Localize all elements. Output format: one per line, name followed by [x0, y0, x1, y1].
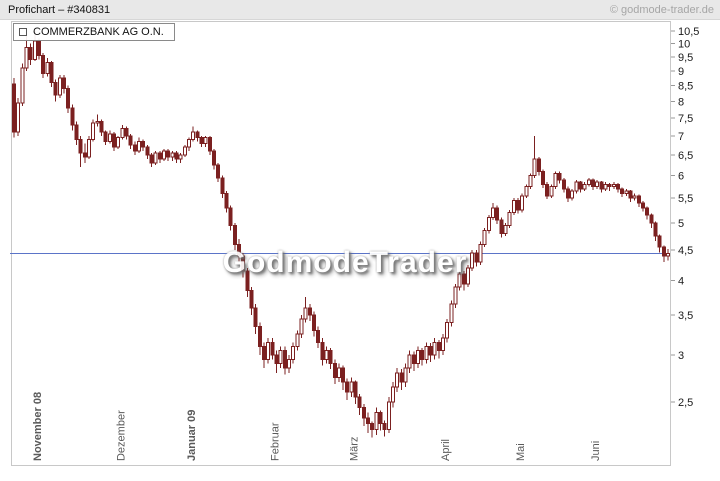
svg-text:Dezember: Dezember [115, 410, 127, 461]
series-label: COMMERZBANK AG O.N. [33, 26, 164, 38]
svg-text:9: 9 [678, 66, 684, 78]
plot-frame [11, 21, 671, 466]
svg-text:Januar 09: Januar 09 [186, 410, 198, 461]
svg-text:8: 8 [678, 96, 684, 108]
svg-text:6: 6 [678, 171, 684, 183]
svg-text:Juni: Juni [590, 441, 602, 461]
svg-text:3: 3 [678, 350, 684, 362]
svg-text:7: 7 [678, 131, 684, 143]
svg-text:4,5: 4,5 [678, 245, 693, 257]
svg-text:10,5: 10,5 [678, 26, 699, 38]
svg-text:2,5: 2,5 [678, 397, 693, 409]
svg-text:3,5: 3,5 [678, 310, 693, 322]
svg-text:5,5: 5,5 [678, 193, 693, 205]
svg-text:April: April [440, 439, 452, 461]
svg-text:9,5: 9,5 [678, 52, 693, 64]
candles-layer [12, 30, 670, 438]
legend-box: COMMERZBANK AG O.N. [13, 23, 175, 41]
series-checkbox[interactable] [19, 28, 27, 36]
svg-text:8,5: 8,5 [678, 81, 693, 93]
svg-text:5: 5 [678, 218, 684, 230]
svg-text:März: März [348, 437, 360, 461]
copyright-label: © godmode-trader.de [609, 3, 714, 16]
chart-area[interactable]: 10,5 10 9,5 9 8,5 8 7,5 7 6,5 6 5,5 5 4,5 4 3,5 3 2,5 Nov… [0, 20, 720, 481]
window-title: Profichart – #340831 [8, 3, 111, 16]
title-bar: Profichart – #340831 © godmode-trader.de [0, 0, 720, 20]
svg-text:10: 10 [678, 39, 690, 51]
svg-text:Mai: Mai [515, 443, 527, 461]
svg-text:Februar: Februar [269, 422, 281, 461]
svg-text:4: 4 [678, 276, 684, 288]
svg-text:November 08: November 08 [32, 392, 44, 461]
svg-text:6,5: 6,5 [678, 150, 693, 162]
time-axis: November 08 Dezember Januar 09 Februar März A… [32, 392, 602, 461]
svg-text:7,5: 7,5 [678, 113, 693, 125]
